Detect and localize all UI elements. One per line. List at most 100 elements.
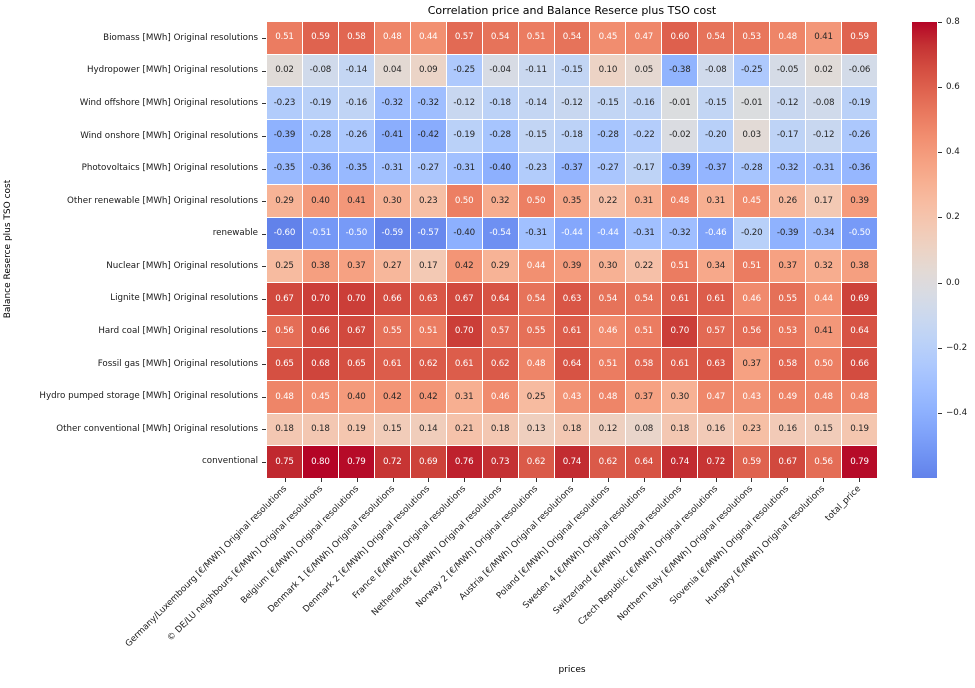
heatmap-cell: -0.60 <box>267 217 302 250</box>
heatmap-cell: 0.70 <box>302 283 338 315</box>
heatmap-cell: 0.64 <box>482 283 518 315</box>
heatmap-cell: -0.17 <box>626 152 662 185</box>
x-tick-mark <box>536 478 538 482</box>
colorbar-tick-mark <box>938 282 942 284</box>
heatmap-cell: 0.51 <box>590 348 626 381</box>
heatmap-cell: 0.58 <box>338 22 374 54</box>
heatmap-cell: -0.40 <box>446 217 482 250</box>
heatmap-cell: 0.70 <box>446 315 482 348</box>
heatmap-cell: 0.48 <box>806 381 842 413</box>
y-tick-mark <box>262 429 266 431</box>
heatmap-cell: -0.15 <box>518 119 554 152</box>
col-label: Austria [€/MWh] Original resolutions <box>457 484 577 603</box>
heatmap-cell: -0.19 <box>446 119 482 152</box>
y-tick-mark <box>262 364 266 365</box>
heatmap-cell: 0.57 <box>698 315 734 348</box>
heatmap-cell: 0.63 <box>410 283 446 315</box>
col-label: Switzerland [€/MWh] Original resolutions <box>551 484 684 617</box>
heatmap-cell: -0.44 <box>590 217 626 250</box>
heatmap-cell: 0.64 <box>554 348 590 381</box>
heatmap-cell: -0.14 <box>338 54 374 87</box>
heatmap-cell: 0.63 <box>554 283 590 315</box>
heatmap-cell: 0.61 <box>446 348 482 381</box>
y-tick-mark <box>262 136 266 137</box>
heatmap-cell: 0.19 <box>338 413 374 446</box>
y-tick-mark <box>262 233 266 235</box>
colorbar-tick-mark <box>938 217 942 219</box>
heatmap-cell: -0.32 <box>662 217 698 250</box>
x-axis-label: prices <box>558 665 586 675</box>
heatmap-cell: -0.12 <box>806 119 842 152</box>
heatmap-cell: -0.31 <box>626 217 662 250</box>
heatmap-cell: 0.79 <box>842 446 877 478</box>
heatmap-cell: -0.28 <box>482 119 518 152</box>
heatmap-cell: -0.15 <box>698 87 734 119</box>
heatmap-cell: -0.06 <box>842 54 877 87</box>
colorbar <box>912 22 937 478</box>
x-tick-mark <box>859 478 861 482</box>
heatmap-cell: -0.15 <box>590 87 626 119</box>
heatmap-cell: -0.14 <box>518 87 554 119</box>
x-tick-mark <box>428 478 430 482</box>
heatmap-cell: -0.16 <box>338 87 374 119</box>
heatmap-cell: 0.26 <box>770 185 806 217</box>
heatmap-cell: 0.72 <box>698 446 734 478</box>
heatmap-cell: -0.15 <box>554 54 590 87</box>
y-tick-mark <box>262 201 266 203</box>
heatmap-cell: 0.37 <box>626 381 662 413</box>
heatmap-cell: 0.62 <box>482 348 518 381</box>
heatmap-cell: 0.48 <box>770 22 806 54</box>
heatmap-cell: 0.18 <box>662 413 698 446</box>
col-label: Norway 2 [€/MWh] Original resolutions <box>414 484 541 610</box>
chart-title: Correlation price and Balance Reserce pl… <box>427 4 717 17</box>
heatmap-cell: -0.40 <box>482 152 518 185</box>
heatmap-cell: 0.13 <box>518 413 554 446</box>
colorbar-tick-label: −0.4 <box>946 407 968 418</box>
heatmap-cell: 0.58 <box>626 348 662 381</box>
y-tick-mark <box>262 38 266 40</box>
col-label: Sweden 4 [€/MWh] Original resolutions <box>520 484 648 611</box>
heatmap-cell: 0.39 <box>842 185 877 217</box>
heatmap-cell: 0.51 <box>626 315 662 348</box>
heatmap-cell: 0.67 <box>770 446 806 478</box>
heatmap-cell: 0.61 <box>374 348 410 381</box>
heatmap-cell: 0.31 <box>446 381 482 413</box>
heatmap-cell: 0.31 <box>698 185 734 217</box>
heatmap-cell: 0.66 <box>302 315 338 348</box>
heatmap-cell: 0.45 <box>302 381 338 413</box>
heatmap-cell: 0.62 <box>410 348 446 381</box>
row-label: Other renewable [MWh] Original resolutio… <box>66 195 258 206</box>
heatmap-cell: -0.46 <box>698 217 734 250</box>
row-label: Lignite [MWh] Original resolutions <box>110 293 258 304</box>
heatmap-cell: 0.59 <box>302 22 338 54</box>
heatmap-cell: -0.44 <box>554 217 590 250</box>
heatmap-cell: 0.46 <box>482 381 518 413</box>
heatmap-cell: -0.36 <box>302 152 338 185</box>
heatmap-cell: -0.37 <box>554 152 590 185</box>
heatmap-cell: 0.42 <box>410 381 446 413</box>
heatmap-cell: 0.61 <box>662 348 698 381</box>
heatmap-cell: -0.51 <box>302 217 338 250</box>
heatmap-cell: 0.14 <box>410 413 446 446</box>
x-tick-mark <box>751 478 753 482</box>
heatmap-cell: 0.51 <box>410 315 446 348</box>
x-tick-mark <box>392 478 394 482</box>
heatmap-cell: -0.05 <box>770 54 806 87</box>
heatmap-cell: 0.23 <box>410 185 446 217</box>
heatmap-cell: -0.39 <box>662 152 698 185</box>
heatmap-cell: -0.04 <box>482 54 518 87</box>
col-label: France [€/MWh] Original resolutions <box>351 484 469 602</box>
heatmap-cell: -0.31 <box>518 217 554 250</box>
heatmap-cell: 0.61 <box>554 315 590 348</box>
heatmap-cell: 0.37 <box>770 250 806 283</box>
heatmap-cell: 0.02 <box>267 54 302 87</box>
heatmap-cell: 0.39 <box>554 250 590 283</box>
heatmap-cell: -0.36 <box>842 152 877 185</box>
heatmap-cell: 0.64 <box>842 315 877 348</box>
heatmap-cell: 0.55 <box>518 315 554 348</box>
heatmap-cell: -0.26 <box>338 119 374 152</box>
heatmap-cell: 0.44 <box>518 250 554 283</box>
heatmap-cell: 0.32 <box>482 185 518 217</box>
heatmap-cell: 0.35 <box>554 185 590 217</box>
heatmap-cell: 0.50 <box>446 185 482 217</box>
